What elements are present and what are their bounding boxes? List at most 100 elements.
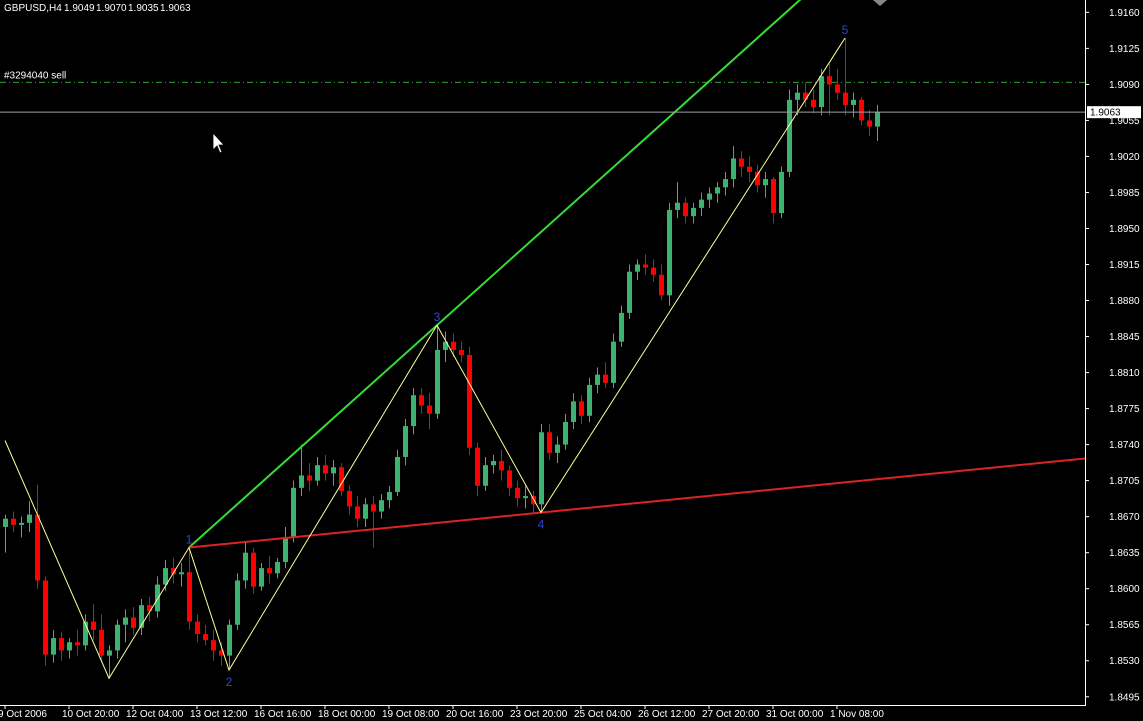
candle-body bbox=[195, 621, 200, 634]
x-tick-label: 26 Oct 12:00 bbox=[638, 709, 696, 720]
price-tag-label: 1.9063 bbox=[1090, 108, 1121, 119]
candle-body bbox=[507, 470, 512, 488]
candle-body bbox=[131, 617, 136, 628]
price-tag bbox=[1087, 106, 1141, 119]
x-tick-label: 18 Oct 00:00 bbox=[318, 709, 376, 720]
y-tick-label: 1.9020 bbox=[1109, 152, 1140, 163]
candle-body bbox=[811, 99, 816, 108]
candle-body bbox=[99, 629, 104, 656]
y-tick-label: 1.8635 bbox=[1109, 548, 1140, 559]
y-tick-label: 1.8810 bbox=[1109, 368, 1140, 379]
candle-body bbox=[819, 76, 824, 108]
candle-body bbox=[731, 158, 736, 180]
candle-body bbox=[595, 374, 600, 385]
y-tick-label: 1.8600 bbox=[1109, 584, 1140, 595]
candle-body bbox=[667, 209, 672, 296]
candle-body bbox=[307, 475, 312, 481]
candle-body bbox=[771, 179, 776, 214]
candle-body bbox=[851, 99, 856, 105]
candle-body bbox=[451, 341, 456, 350]
candle-body bbox=[691, 207, 696, 217]
y-tick-label: 1.8495 bbox=[1109, 692, 1140, 703]
candle-body bbox=[275, 561, 280, 574]
candle-body bbox=[627, 271, 632, 313]
candle-body bbox=[43, 580, 48, 655]
candle-body bbox=[859, 99, 864, 121]
candle-body bbox=[259, 568, 264, 587]
candle-body bbox=[331, 467, 336, 474]
x-tick-label: 1 Nov 08:00 bbox=[830, 709, 884, 720]
y-tick-label: 1.8950 bbox=[1109, 224, 1140, 235]
candle-body bbox=[843, 92, 848, 105]
candle-body bbox=[467, 355, 472, 448]
candle-body bbox=[491, 461, 496, 466]
candle-body bbox=[403, 426, 408, 457]
candle-body bbox=[171, 568, 176, 575]
candle-body bbox=[547, 432, 552, 453]
x-tick-label: 16 Oct 16:00 bbox=[254, 709, 312, 720]
candle-body bbox=[715, 187, 720, 194]
candle-body bbox=[347, 490, 352, 507]
candle-body bbox=[179, 572, 184, 575]
candle-body bbox=[107, 650, 112, 656]
x-tick-label: 31 Oct 00:00 bbox=[766, 709, 824, 720]
candle-body bbox=[187, 572, 192, 622]
y-tick-label: 1.9125 bbox=[1109, 44, 1140, 55]
candle-body bbox=[387, 491, 392, 501]
plot-area: #3294040 sell 1 2 3 4 5 bbox=[0, 0, 1085, 689]
candle-body bbox=[235, 580, 240, 625]
candle-body bbox=[579, 401, 584, 416]
candle-body bbox=[83, 621, 88, 646]
trendline bbox=[188, 0, 802, 549]
zigzag-line bbox=[4, 37, 846, 680]
candle-body bbox=[163, 568, 168, 585]
candle-body bbox=[355, 506, 360, 519]
candle-body bbox=[723, 179, 728, 188]
candle-body bbox=[587, 384, 592, 416]
candle-body bbox=[227, 624, 232, 656]
x-tick-label: 9 Oct 2006 bbox=[0, 709, 47, 720]
candle-body bbox=[755, 171, 760, 186]
y-tick-label: 1.8915 bbox=[1109, 260, 1140, 271]
candle-body bbox=[499, 461, 504, 471]
candle-body bbox=[435, 349, 440, 414]
header-symbol: GBPUSD,H4 bbox=[4, 3, 62, 14]
candle-body bbox=[203, 633, 208, 641]
candle-body bbox=[267, 568, 272, 574]
candle-body bbox=[643, 264, 648, 268]
header-value: 1.9063 bbox=[160, 3, 191, 14]
candle-body bbox=[155, 584, 160, 612]
wave-label: 1 bbox=[186, 533, 193, 547]
x-tick-label: 19 Oct 08:00 bbox=[382, 709, 440, 720]
candle-body bbox=[555, 444, 560, 453]
candle-body bbox=[139, 605, 144, 628]
candle-body bbox=[531, 496, 536, 505]
candle-body bbox=[211, 640, 216, 651]
trendline bbox=[188, 457, 1085, 549]
candle-body bbox=[795, 92, 800, 100]
candle-body bbox=[363, 504, 368, 519]
y-tick-label: 1.8530 bbox=[1109, 656, 1140, 667]
wave-label: 4 bbox=[538, 518, 545, 532]
y-tick-label: 1.8880 bbox=[1109, 296, 1140, 307]
candle-body bbox=[91, 621, 96, 630]
candle-body bbox=[875, 112, 880, 127]
candle-body bbox=[867, 120, 872, 127]
candle-body bbox=[659, 274, 664, 296]
candle-body bbox=[571, 401, 576, 422]
candle-body bbox=[75, 642, 80, 646]
wave-label: 3 bbox=[434, 310, 441, 324]
candle-body bbox=[779, 171, 784, 214]
y-tick-label: 1.9055 bbox=[1109, 116, 1140, 127]
y-tick-label: 1.8670 bbox=[1109, 512, 1140, 523]
candle-body bbox=[27, 514, 32, 523]
x-tick-label: 13 Oct 12:00 bbox=[190, 709, 248, 720]
x-tick-label: 20 Oct 16:00 bbox=[446, 709, 504, 720]
y-tick-label: 1.8740 bbox=[1109, 440, 1140, 451]
mouse-cursor bbox=[212, 131, 225, 154]
candle-body bbox=[707, 193, 712, 200]
y-tick-label: 1.8845 bbox=[1109, 332, 1140, 343]
y-tick-label: 1.8565 bbox=[1109, 620, 1140, 631]
order-label: #3294040 sell bbox=[4, 70, 66, 81]
candle-body bbox=[35, 514, 40, 581]
